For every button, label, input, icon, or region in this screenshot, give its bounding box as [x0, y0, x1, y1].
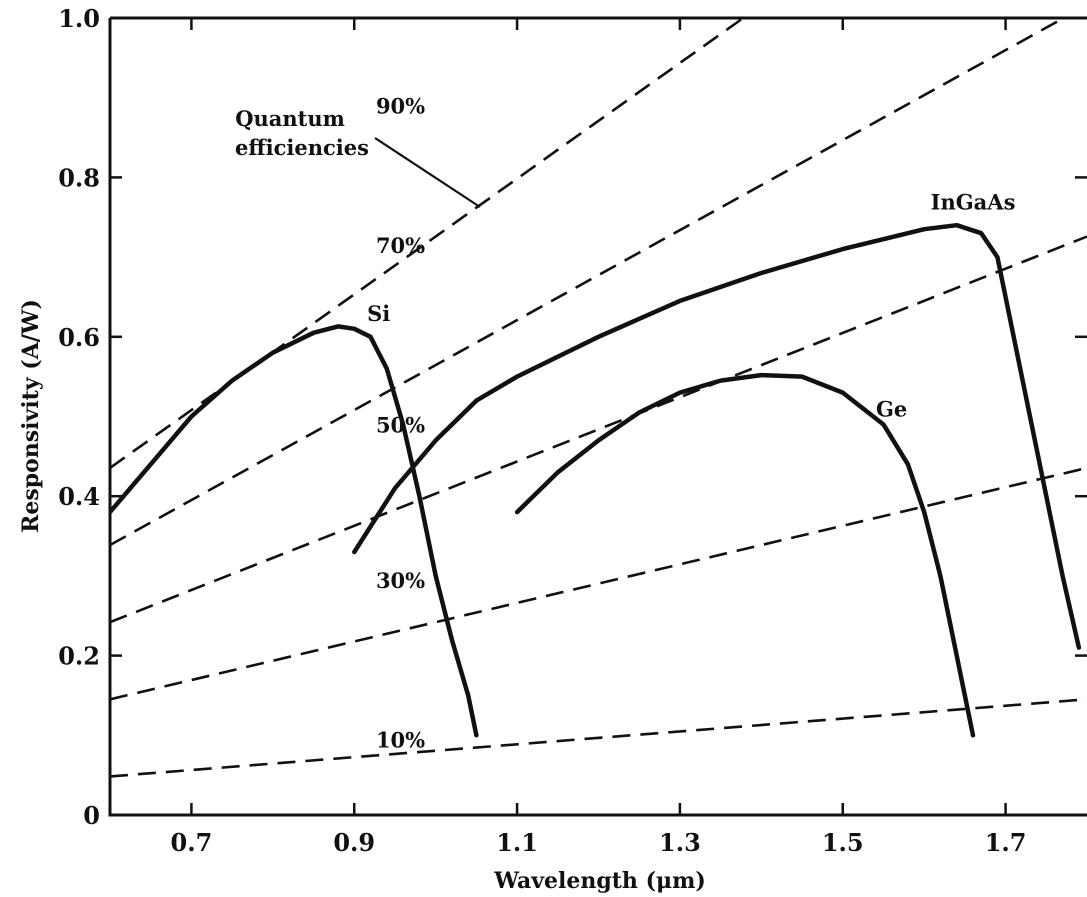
y-tick-label: 0.8 [58, 163, 100, 192]
y-tick-label: 1.0 [58, 4, 100, 33]
x-tick-label: 0.7 [171, 828, 213, 857]
qe-line-90pct [110, 18, 746, 469]
series-label-ge: Ge [876, 397, 907, 422]
qe-label: 30% [376, 568, 425, 593]
y-tick-label: 0 [83, 801, 100, 830]
annotation-text-line: Quantum [235, 106, 345, 131]
y-axis-title: Responsivity (A/W) [18, 299, 44, 533]
series-labels: Si InGaAs Ge [367, 189, 1015, 421]
y-tick-label: 0.2 [58, 642, 100, 671]
x-tick-label: 1.1 [496, 828, 538, 857]
y-tick-label: 0.4 [58, 482, 100, 511]
annotation-pointer [374, 137, 481, 208]
x-axis-title: Wavelength (μm) [493, 868, 706, 894]
x-axis-ticks: 0.7 0.9 1.1 1.3 1.5 1.7 [171, 18, 1027, 857]
qe-label: 70% [376, 233, 425, 258]
qe-line-50pct [110, 235, 1087, 624]
qe-line-70pct [110, 18, 1067, 547]
x-tick-label: 1.3 [659, 828, 701, 857]
y-tick-label: 0.6 [58, 323, 100, 352]
series-label-si: Si [367, 301, 390, 326]
curve-ingaas [352, 222, 1082, 650]
qe-line-10pct [110, 698, 1087, 778]
y-axis-ticks: 0 0.2 0.4 0.6 0.8 1.0 [58, 4, 1087, 830]
qe-label: 50% [376, 412, 425, 437]
x-tick-label: 0.9 [333, 828, 375, 857]
annotation-text-line: efficiencies [235, 135, 369, 160]
series-label-ingaas: InGaAs [931, 189, 1016, 214]
qe-label: 90% [376, 94, 425, 119]
curve-ge [514, 372, 976, 738]
qe-label: 10% [376, 727, 425, 752]
quantum-efficiencies-annotation: 10% 30% 50% 70% 90% Quantum efficiencies [235, 94, 481, 752]
x-tick-label: 1.5 [822, 828, 864, 857]
x-tick-label: 1.7 [985, 828, 1027, 857]
detector-curves [110, 222, 1082, 738]
curve-si [110, 324, 479, 738]
